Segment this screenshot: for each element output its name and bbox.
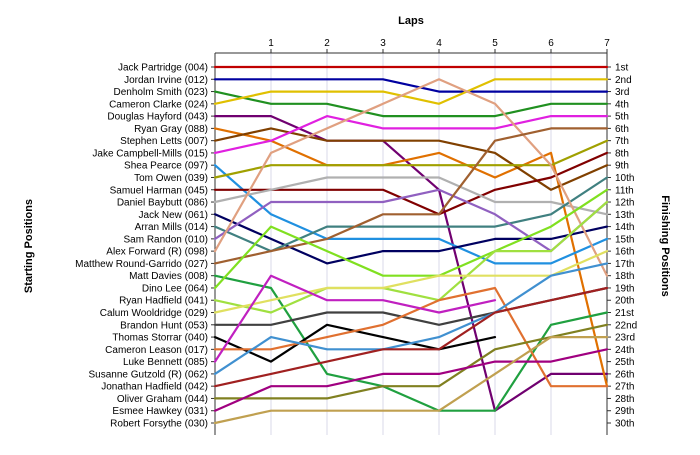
finishing-position-label: 5th xyxy=(615,112,629,123)
series-line-driver-7 xyxy=(213,127,609,191)
starting-driver-label: Sam Randon (010) xyxy=(124,234,209,245)
starting-driver-label: Susanne Gutzold (R) (062) xyxy=(88,369,208,380)
finishing-position-label: 27th xyxy=(615,382,634,393)
series-line-driver-19 xyxy=(213,188,609,290)
series-line-driver-6 xyxy=(213,127,609,388)
series-line-driver-28 xyxy=(213,323,609,400)
starting-driver-label: Esmee Hawkey (031) xyxy=(112,406,208,417)
x-axis-title: Laps xyxy=(398,15,424,27)
series-line-driver-20 xyxy=(213,200,609,314)
finishing-position-label: 9th xyxy=(615,161,629,172)
x-tick-label-7: 7 xyxy=(604,38,610,49)
series-line-driver-14 xyxy=(213,176,609,253)
x-tick-label-3: 3 xyxy=(380,38,386,49)
starting-driver-label: Ryan Hadfield (041) xyxy=(119,296,208,307)
starting-driver-label: Jordan Irvine (012) xyxy=(124,75,208,86)
label-layer: Jack Partridge (004)Jordan Irvine (012)D… xyxy=(75,63,637,430)
finishing-position-label: 14th xyxy=(615,222,634,233)
series-line-driver-8 xyxy=(213,114,609,154)
starting-driver-label: Brandon Hunt (053) xyxy=(120,320,208,331)
starting-driver-label: Jake Campbell-Mills (015) xyxy=(92,148,208,159)
starting-driver-label: Jonathan Hadfield (042) xyxy=(101,382,208,393)
x-tick-label-4: 4 xyxy=(436,38,442,49)
finishing-position-label: 2nd xyxy=(615,75,632,86)
series-line-driver-16 xyxy=(213,78,609,277)
series-line-driver-12 xyxy=(213,176,609,216)
series-line-driver-17 xyxy=(213,127,609,265)
starting-driver-label: Denholm Smith (023) xyxy=(114,87,208,98)
series-line-driver-11 xyxy=(213,151,609,216)
starting-driver-label: Luke Bennett (085) xyxy=(123,357,208,368)
x-tick-label-1: 1 xyxy=(268,38,274,49)
series-line-driver-29 xyxy=(213,348,609,412)
starting-driver-label: Douglas Hayford (043) xyxy=(107,112,208,123)
finishing-position-label: 28th xyxy=(615,394,634,405)
series-line-driver-4 xyxy=(213,78,609,105)
finishing-position-label: 21st xyxy=(615,308,634,319)
starting-driver-label: Alex Forward (R) (098) xyxy=(106,247,208,258)
finishing-position-label: 7th xyxy=(615,136,629,147)
starting-driver-label: Oliver Graham (044) xyxy=(117,394,208,405)
finishing-position-label: 25th xyxy=(615,357,634,368)
finishing-position-label: 20th xyxy=(615,296,634,307)
starting-driver-label: Cameron Leason (017) xyxy=(105,345,208,356)
series-line-driver-2 xyxy=(213,78,609,93)
finishing-position-label: 24th xyxy=(615,345,634,356)
finishing-position-label: 6th xyxy=(615,124,629,135)
series-line-driver-13 xyxy=(213,213,609,265)
series-line-driver-21 xyxy=(213,250,609,314)
starting-driver-label: Stephen Letts (007) xyxy=(120,136,208,147)
finishing-position-label: 12th xyxy=(615,198,634,209)
finishing-position-label: 13th xyxy=(615,210,634,221)
finishing-position-label: 23rd xyxy=(615,333,635,344)
y-axis-title-right: Finishing Positions xyxy=(659,195,671,296)
finishing-position-label: 26th xyxy=(615,369,634,380)
starting-driver-label: Ryan Gray (088) xyxy=(134,124,208,135)
series-line-driver-10 xyxy=(213,139,609,179)
finishing-position-label: 3rd xyxy=(615,87,629,98)
x-tick-label-2: 2 xyxy=(324,38,330,49)
starting-driver-label: Robert Forsythe (030) xyxy=(110,419,208,430)
series-line-driver-15 xyxy=(213,188,609,253)
starting-driver-label: Thomas Storrar (040) xyxy=(112,333,208,344)
starting-driver-label: Matt Davies (008) xyxy=(129,271,208,282)
series-line-driver-24 xyxy=(213,286,609,388)
finishing-position-label: 16th xyxy=(615,247,634,258)
starting-driver-label: Matthew Round-Garrido (027) xyxy=(75,259,208,270)
finishing-position-label: 17th xyxy=(615,259,634,270)
starting-driver-label: Jack Partridge (004) xyxy=(118,63,208,74)
series-line-driver-27 xyxy=(213,286,609,388)
starting-driver-label: Jack New (061) xyxy=(139,210,208,221)
finishing-position-label: 22nd xyxy=(615,320,637,331)
finishing-position-label: 11th xyxy=(615,185,634,196)
starting-driver-label: Tom Owen (039) xyxy=(134,173,208,184)
starting-driver-label: Dino Lee (064) xyxy=(142,283,208,294)
starting-driver-label: Shea Pearce (097) xyxy=(124,161,208,172)
starting-driver-label: Daniel Baybutt (086) xyxy=(117,198,208,209)
x-tick-label-6: 6 xyxy=(548,38,554,49)
starting-driver-label: Samuel Harman (045) xyxy=(110,185,208,196)
series-line-driver-9 xyxy=(213,164,609,265)
series-line-driver-30 xyxy=(213,336,609,425)
starting-driver-label: Arran Mills (014) xyxy=(135,222,208,233)
y-axis-title-left: Starting Positions xyxy=(23,199,35,293)
finishing-position-label: 15th xyxy=(615,234,634,245)
finishing-position-label: 4th xyxy=(615,99,629,110)
finishing-position-label: 1st xyxy=(615,63,629,74)
series-layer xyxy=(213,65,609,425)
finishing-position-label: 19th xyxy=(615,283,634,294)
x-tick-label-5: 5 xyxy=(492,38,498,49)
finishing-position-label: 30th xyxy=(615,419,634,430)
finishing-position-label: 10th xyxy=(615,173,634,184)
starting-driver-label: Calum Wooldridge (029) xyxy=(100,308,208,319)
finishing-position-label: 29th xyxy=(615,406,634,417)
starting-driver-label: Cameron Clarke (024) xyxy=(109,99,208,110)
series-line-driver-3 xyxy=(213,90,609,118)
series-line-driver-25 xyxy=(213,274,497,363)
series-line-driver-26 xyxy=(213,262,609,375)
finishing-position-label: 18th xyxy=(615,271,634,282)
finishing-position-label: 8th xyxy=(615,148,629,159)
